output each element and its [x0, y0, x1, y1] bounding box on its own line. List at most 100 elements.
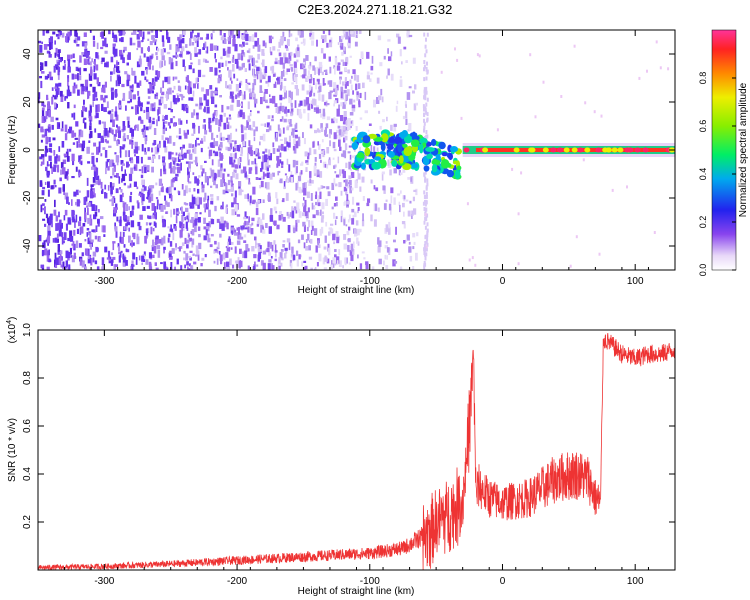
noise-speckle [135, 257, 138, 265]
noise-speckle [160, 262, 163, 265]
noise-speckle [195, 139, 197, 147]
noise-speckle [244, 132, 247, 140]
noise-speckle [55, 33, 59, 37]
noise-speckle [326, 163, 329, 169]
noise-speckle [58, 59, 62, 63]
noise-speckle [150, 185, 155, 189]
noise-speckle [79, 67, 82, 75]
noise-speckle [182, 37, 185, 44]
noise-speckle [186, 106, 189, 114]
noise-speckle [64, 124, 68, 133]
noise-speckle [353, 241, 355, 248]
noise-speckle [81, 252, 84, 257]
y-tick-label: 0.2 [22, 515, 33, 529]
noise-speckle [146, 205, 150, 209]
noise-speckle [119, 49, 123, 57]
noise-speckle [155, 92, 159, 96]
noise-speckle [234, 140, 237, 144]
noise-speckle [242, 251, 245, 258]
noise-speckle [192, 122, 195, 129]
noise-speckle [350, 137, 353, 144]
noise-speckle [52, 238, 55, 243]
noise-speckle [423, 244, 426, 248]
noise-speckle [128, 173, 133, 182]
noise-speckle [262, 59, 265, 68]
noise-speckle [107, 185, 110, 191]
noise-speckle [306, 90, 309, 95]
noise-speckle [332, 141, 336, 149]
noise-speckle [84, 42, 87, 49]
noise-speckle [425, 90, 428, 95]
noise-speckle [426, 230, 429, 235]
noise-speckle [154, 76, 158, 82]
noise-speckle [248, 169, 252, 174]
noise-speckle [190, 161, 194, 164]
noise-speckle [425, 239, 428, 244]
noise-speckle [385, 241, 388, 244]
noise-speckle [426, 242, 429, 247]
noise-speckle [176, 211, 180, 214]
signal-blob [430, 138, 437, 147]
signal-blob [454, 170, 461, 179]
noise-speckle [213, 179, 216, 186]
noise-speckle [49, 42, 53, 50]
noise-speckle [313, 165, 317, 174]
noise-speckle [184, 264, 186, 269]
noise-speckle [517, 212, 520, 216]
noise-speckle [178, 118, 181, 122]
noise-speckle [176, 93, 179, 96]
noise-speckle [131, 242, 135, 246]
noise-speckle [292, 73, 295, 79]
noise-speckle [65, 250, 69, 259]
noise-speckle [177, 36, 180, 41]
signal-blob [446, 169, 455, 178]
noise-speckle [412, 90, 415, 94]
noise-speckle [60, 162, 64, 169]
noise-speckle [236, 227, 240, 231]
noise-speckle [348, 161, 351, 170]
noise-speckle [43, 104, 46, 108]
noise-speckle [214, 205, 217, 212]
noise-speckle [225, 183, 228, 191]
noise-speckle [155, 212, 157, 220]
noise-speckle [87, 93, 89, 100]
noise-speckle [345, 162, 348, 168]
noise-speckle [310, 74, 312, 78]
noise-speckle [67, 217, 71, 225]
noise-speckle [272, 73, 276, 77]
noise-speckle [340, 129, 343, 138]
noise-speckle [317, 141, 319, 146]
noise-speckle [220, 137, 223, 141]
noise-speckle [122, 253, 125, 260]
noise-speckle [73, 82, 76, 87]
noise-speckle [407, 177, 411, 180]
carrier-peak [577, 147, 584, 153]
noise-speckle [156, 199, 159, 206]
noise-speckle [569, 264, 572, 268]
noise-speckle [343, 117, 347, 125]
noise-speckle [40, 62, 44, 70]
noise-speckle [296, 166, 298, 174]
noise-speckle [412, 196, 415, 202]
signal-blob [397, 142, 403, 153]
noise-speckle [233, 197, 237, 204]
noise-speckle [159, 60, 162, 69]
noise-speckle [91, 152, 94, 155]
noise-speckle [262, 74, 266, 80]
noise-speckle [81, 52, 84, 55]
noise-speckle [307, 207, 310, 213]
noise-speckle [222, 48, 226, 56]
noise-speckle [224, 221, 228, 228]
noise-speckle [287, 214, 290, 219]
noise-speckle [162, 80, 164, 89]
noise-speckle [235, 128, 238, 132]
noise-speckle [309, 178, 312, 186]
noise-speckle [333, 263, 337, 266]
noise-speckle [301, 234, 304, 240]
noise-speckle [163, 235, 166, 244]
noise-speckle [281, 165, 284, 168]
noise-speckle [148, 252, 152, 259]
noise-speckle [64, 63, 66, 67]
noise-speckle [333, 178, 336, 185]
x-tick-label: 100 [627, 276, 644, 287]
